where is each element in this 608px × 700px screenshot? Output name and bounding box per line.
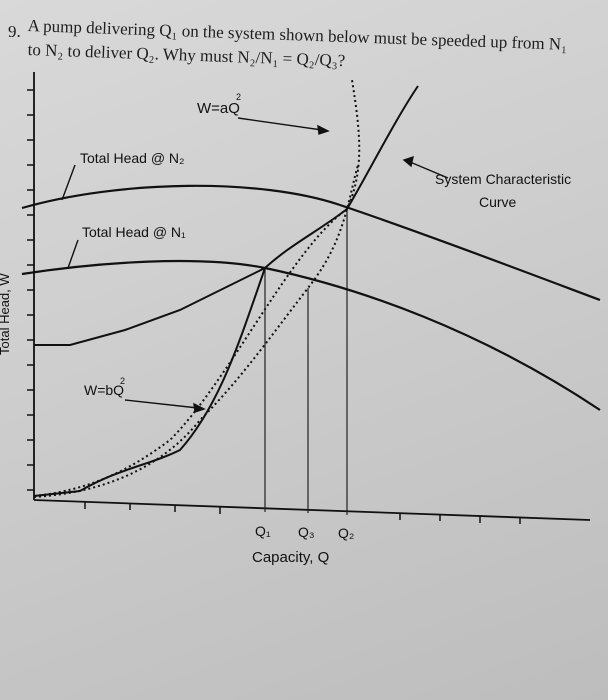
system-arrow-icon (404, 157, 413, 166)
system-curve-label-line2: Curve (479, 194, 517, 210)
head-n2-label: Total Head @ N₂ (80, 150, 184, 166)
wb-leader-line (125, 400, 198, 408)
y-axis-ticks (27, 90, 34, 490)
wa-arrow-icon (318, 126, 328, 134)
system-curve-label-line1: System Characteristic (435, 171, 571, 187)
y-axis-label: Total Head, W (0, 273, 12, 355)
q3-tick-label: Q₃ (298, 524, 315, 540)
x-axis-label: Capacity, Q (252, 549, 329, 566)
wa-label: W=aQ (197, 100, 240, 117)
x-axis-line (34, 500, 590, 520)
system-curve-lower-segment (34, 268, 265, 345)
head-n2-leader-line (62, 165, 75, 200)
wa-leader-line (238, 118, 322, 130)
head-n1-leader-line (68, 240, 78, 268)
head-n1-label: Total Head @ N₁ (82, 224, 186, 240)
q-drop-lines (265, 209, 347, 515)
x-axis-ticks (85, 502, 520, 524)
wa-parabola-curve (34, 80, 359, 496)
wb-label: W=bQ (84, 382, 124, 398)
wb-parabola-curve (34, 165, 358, 497)
q2-tick-label: Q₂ (338, 525, 354, 541)
wb-superscript: 2 (120, 376, 125, 386)
wb-arrow-icon (194, 404, 204, 412)
plot-frame (34, 72, 590, 520)
wa-superscript: 2 (236, 92, 241, 102)
system-characteristic-curve (34, 86, 418, 496)
q1-tick-label: Q₁ (255, 523, 271, 539)
